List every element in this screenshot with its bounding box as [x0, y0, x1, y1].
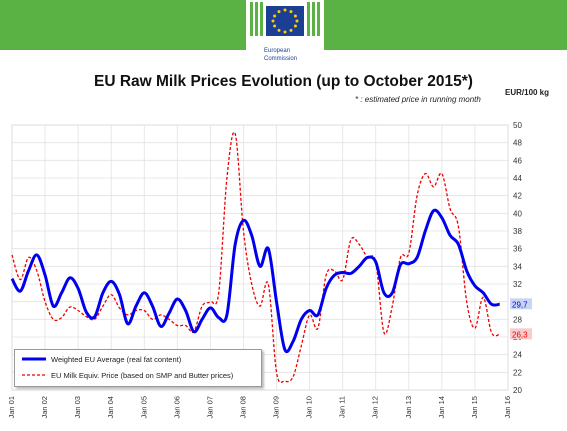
y-tick-label: 36 — [513, 245, 522, 254]
y-tick-label: 34 — [513, 262, 522, 271]
x-tick-label: Jan 14 — [437, 396, 446, 419]
chart-title: EU Raw Milk Prices Evolution (up to Octo… — [94, 73, 473, 90]
legend: Weighted EU Average (real fat content) E… — [14, 349, 262, 387]
x-axis-ticks: Jan 01 Jan 02 Jan 03 Jan 04 Jan 05 Jan 06 Jan … — [7, 396, 512, 419]
end-label-box — [510, 298, 532, 310]
y-tick-label: 48 — [513, 139, 522, 148]
legend-label-weighted: Weighted EU Average (real fat content) — [51, 355, 182, 364]
y-tick-label: 46 — [513, 156, 522, 165]
legend-swatch-solid — [22, 357, 46, 361]
logo-text-line1: European — [264, 48, 290, 54]
x-tick-label: Jan 02 — [40, 396, 49, 419]
y-axis-ticks: 20222426283032343638404244464850 — [513, 121, 522, 395]
end-value-label: 29,7 — [512, 300, 528, 309]
y-tick-label: 24 — [513, 351, 522, 360]
y-tick-label: 38 — [513, 227, 522, 236]
series-line-weighted-average — [10, 208, 500, 354]
x-tick-label: Jan 05 — [139, 396, 148, 419]
y-tick-label: 40 — [513, 209, 522, 218]
series-line-milk-equiv — [11, 131, 500, 384]
x-tick-label: Jan 01 — [7, 396, 16, 419]
x-tick-label: Jan 11 — [338, 396, 347, 418]
x-tick-label: Jan 10 — [305, 396, 314, 419]
y-axis-unit-label: EUR/100 kg — [505, 88, 550, 97]
x-tick-label: Jan 04 — [106, 396, 115, 419]
end-labels: 29,7 26,3 — [510, 298, 532, 340]
x-tick-label: Jan 06 — [172, 396, 181, 419]
legend-swatch-dashed — [22, 374, 46, 376]
y-tick-label: 42 — [513, 192, 522, 201]
x-tick-label: Jan 13 — [404, 396, 413, 419]
chart-subtitle: * : estimated price in running month — [355, 95, 481, 104]
end-value-label: 26,3 — [512, 330, 528, 339]
legend-label-milk-equiv: EU Milk Equiv. Price (based on SMP and B… — [51, 371, 234, 380]
x-tick-label: Jan 03 — [73, 396, 82, 419]
european-commission-logo: European Commission — [246, 0, 324, 68]
y-tick-label: 50 — [513, 121, 522, 130]
y-tick-label: 28 — [513, 315, 522, 324]
y-tick-label: 20 — [513, 386, 522, 395]
x-tick-label: Jan 09 — [272, 396, 281, 419]
end-label-box — [510, 328, 532, 340]
x-tick-label: Jan 12 — [371, 396, 380, 419]
x-tick-label: Jan 15 — [470, 396, 479, 419]
y-tick-label: 32 — [513, 280, 522, 289]
x-tick-label: Jan 08 — [238, 396, 247, 419]
x-tick-label: Jan 07 — [205, 396, 214, 419]
y-tick-label: 44 — [513, 174, 522, 183]
logo-text-line2: Commission — [264, 56, 297, 62]
y-tick-label: 22 — [513, 368, 522, 377]
series-lines — [10, 131, 500, 384]
x-tick-label: Jan 16 — [503, 396, 512, 419]
